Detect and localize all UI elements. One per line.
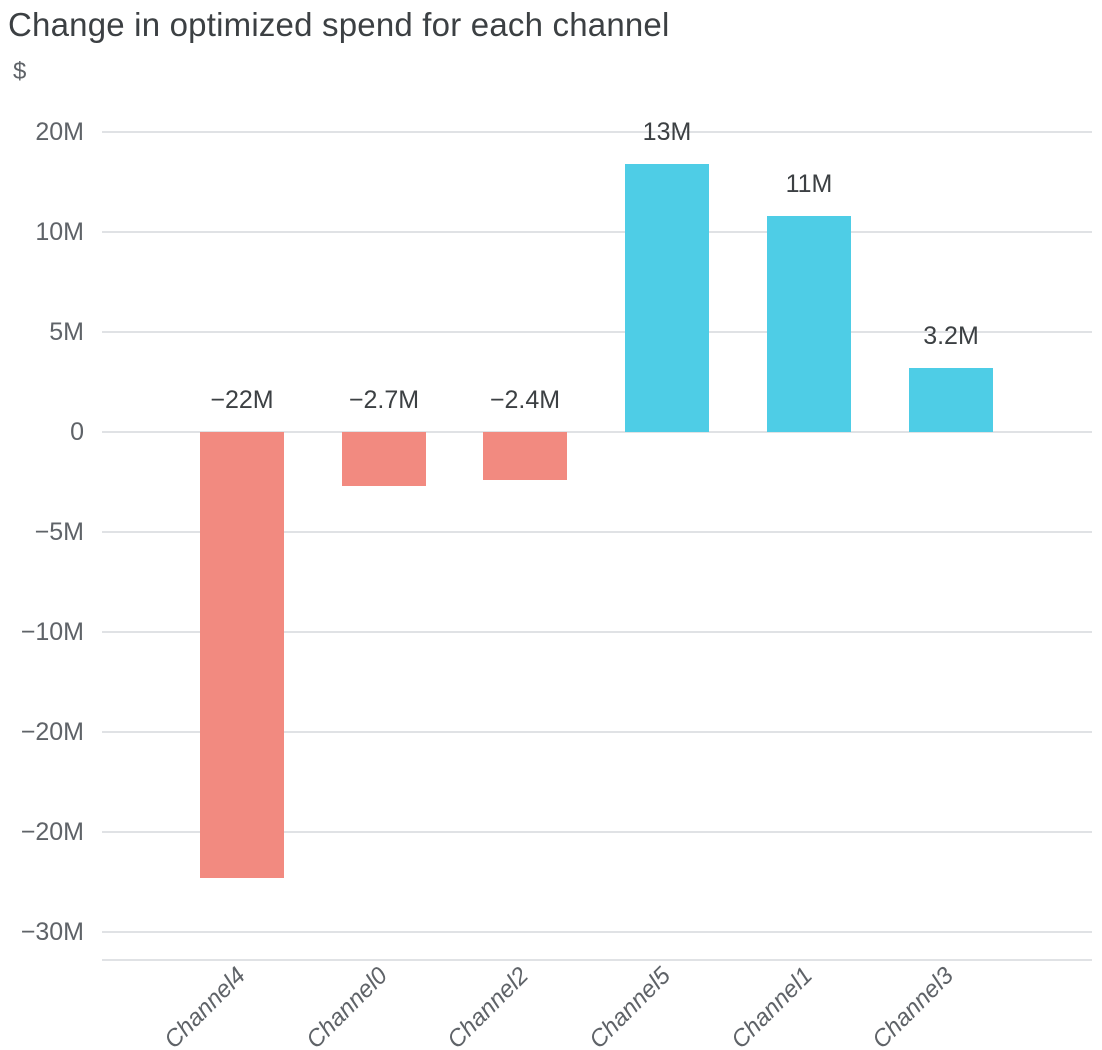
- gridline: [102, 231, 1092, 233]
- bar-value-label: 3.2M: [923, 322, 979, 350]
- y-tick-label: 0: [70, 418, 84, 446]
- gridline: [102, 531, 1092, 533]
- x-tick-label: Channel4: [159, 962, 252, 1050]
- bar-channel3[interactable]: [909, 368, 993, 432]
- y-tick-label: 20M: [35, 118, 84, 146]
- gridline: [102, 431, 1092, 433]
- y-tick-label: −30M: [20, 918, 84, 946]
- gridline: [102, 331, 1092, 333]
- bar-value-label: −22M: [210, 386, 274, 414]
- bar-value-label: 13M: [642, 118, 692, 146]
- gridline: [102, 931, 1092, 933]
- gridline: [102, 731, 1092, 733]
- bar-channel2[interactable]: [483, 432, 567, 480]
- y-tick-label: 5M: [49, 318, 84, 346]
- chart-title: Change in optimized spend for each chann…: [8, 6, 670, 43]
- bar-channel1[interactable]: [767, 216, 851, 432]
- bar-channel5[interactable]: [625, 164, 709, 432]
- gridline: [102, 631, 1092, 633]
- x-tick-label: Channel0: [301, 962, 394, 1050]
- y-tick-label: −20M: [20, 818, 84, 846]
- bar-value-label: 11M: [785, 170, 833, 198]
- x-tick-label: Channel5: [584, 962, 677, 1050]
- x-tick-label: Channel2: [442, 962, 535, 1050]
- y-tick-label: 10M: [35, 218, 84, 246]
- bar-value-label: −2.7M: [348, 386, 420, 414]
- y-tick-label: −20M: [20, 718, 84, 746]
- y-tick-label: −5M: [34, 518, 84, 546]
- x-axis-line: [102, 959, 1092, 961]
- bar-channel0[interactable]: [342, 432, 426, 486]
- bar-channel4[interactable]: [200, 432, 284, 878]
- gridline: [102, 131, 1092, 133]
- x-tick-label: Channel3: [867, 962, 960, 1050]
- x-tick-label: Channel1: [726, 962, 819, 1050]
- y-axis-unit-label: $: [13, 58, 27, 85]
- gridline: [102, 831, 1092, 833]
- bar-value-label: −2.4M: [489, 386, 561, 414]
- y-tick-label: −10M: [20, 618, 84, 646]
